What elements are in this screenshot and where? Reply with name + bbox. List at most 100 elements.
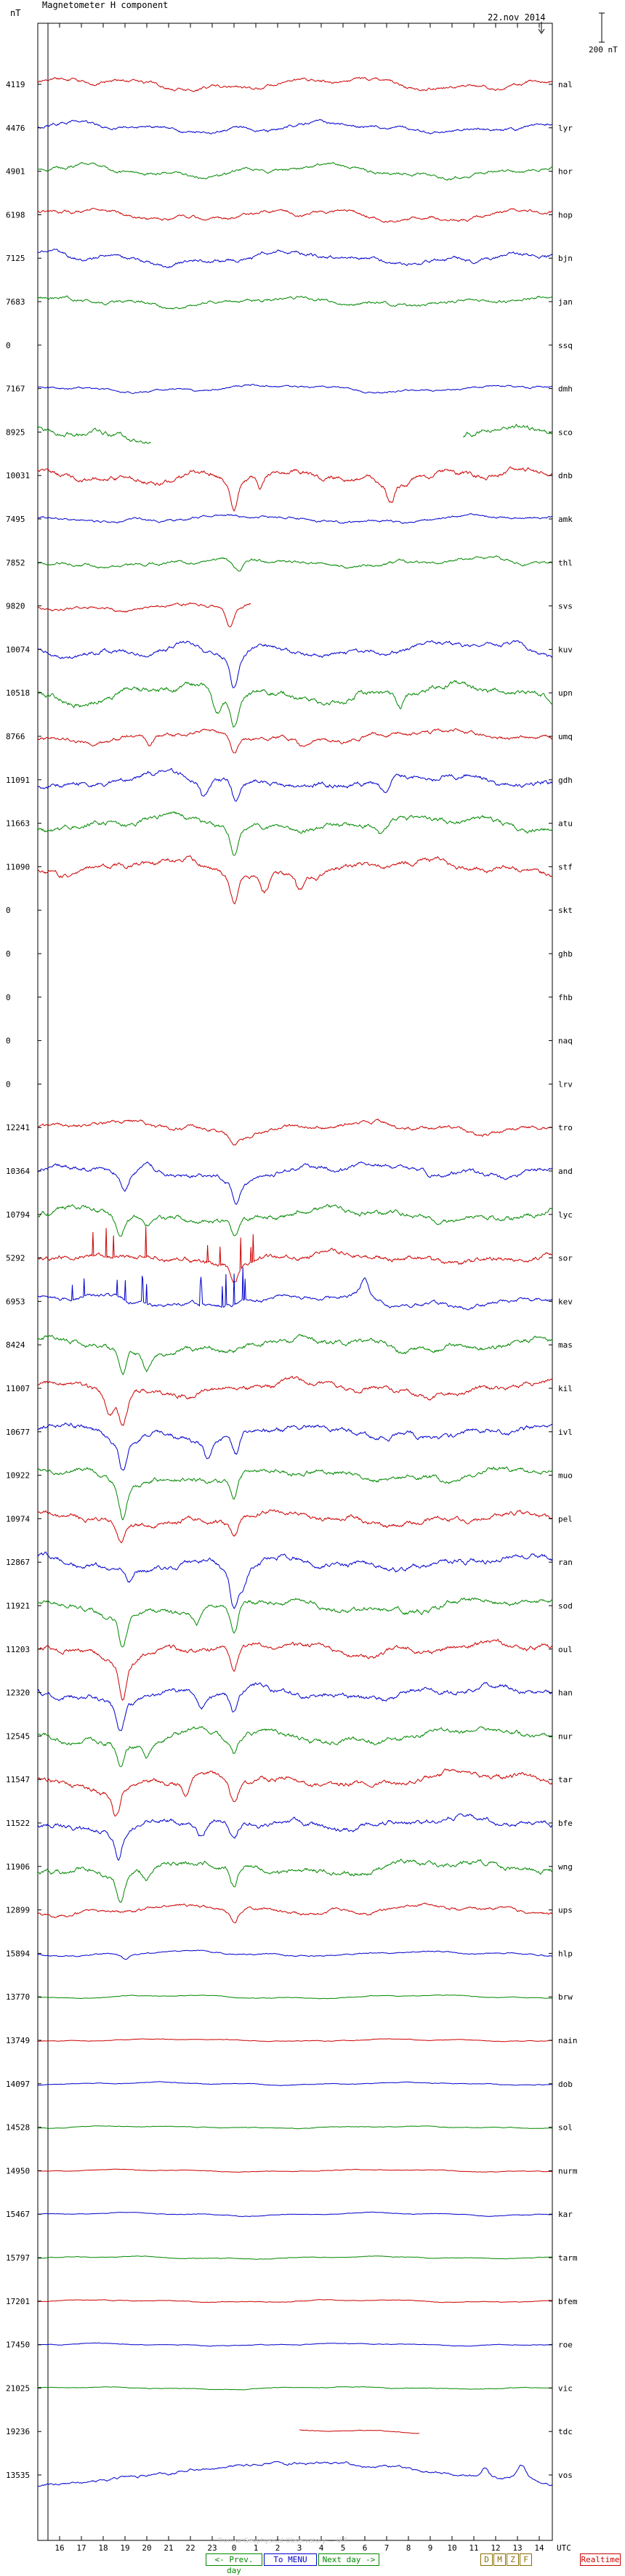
x-tick-label: 4 [319,2543,324,2553]
station-baseline: 10922 [6,1471,30,1481]
station-baseline: 0 [6,1079,11,1089]
format-m-button[interactable]: M [493,2553,506,2566]
station-code: lyc [558,1210,573,1220]
station-trace [37,76,553,92]
station-baseline: 7852 [6,558,25,568]
station-code: atu [558,819,573,829]
plot-border [37,23,553,2541]
station-baseline: 8766 [6,732,25,741]
station-trace [37,1813,553,1861]
format-z-button[interactable]: Z [507,2553,519,2566]
station-trace [37,1902,553,1923]
station-code: tarm [558,2253,578,2263]
station-baseline: 10677 [6,1428,30,1437]
station-baseline: 14528 [6,2123,30,2133]
station-trace [37,640,553,689]
station-trace [299,2429,419,2434]
station-code: kuv [558,645,573,654]
station-trace [37,1551,553,1609]
station-baseline: 11663 [6,819,30,829]
station-baseline: 10031 [6,471,30,480]
station-baseline: 6953 [6,1297,25,1306]
format-d-button[interactable]: D [480,2553,493,2566]
station-baseline: 21025 [6,2383,30,2393]
x-tick-label: 7 [384,2543,390,2553]
menu-button[interactable]: To MENU [264,2553,317,2566]
format-f-button[interactable]: F [520,2553,532,2566]
realtime-button[interactable]: Realtime [580,2553,621,2566]
station-baseline: 8424 [6,1340,25,1350]
station-trace [37,1949,553,1960]
station-code: ran [558,1558,573,1567]
station-code: tro [558,1123,573,1132]
station-baseline: 11547 [6,1775,30,1784]
station-trace [37,1994,553,2000]
x-tick-label: 10 [447,2543,456,2553]
prev-day-button[interactable]: <- Prev. day [206,2553,262,2575]
x-tick-label: 17 [76,2543,86,2553]
station-code: and [558,1167,573,1176]
station-trace [38,1226,553,1283]
station-trace [37,602,251,627]
station-code: bfem [558,2297,578,2306]
station-code: sod [558,1601,573,1611]
station-baseline: 4476 [6,124,25,133]
station-baseline: 19236 [6,2427,30,2436]
station-baseline: 7683 [6,297,25,307]
x-axis-label: UTC [557,2543,571,2553]
x-tick-label: 16 [55,2543,64,2553]
station-baseline: 13770 [6,1992,30,2002]
station-code: ivl [558,1428,573,1437]
station-baseline: 12899 [6,1906,30,1915]
station-baseline: 0 [6,906,11,915]
station-code: ups [558,1906,573,1915]
date-label: 22.nov 2014 [488,12,545,23]
station-code: naq [558,1037,573,1046]
station-trace [37,1267,553,1311]
station-code: sco [558,427,573,437]
station-baseline: 0 [6,1037,11,1046]
station-code: hop [558,210,573,220]
x-tick-label: 3 [297,2543,302,2553]
station-code: ssq [558,341,573,350]
station-trace [37,1768,553,1817]
station-code: wng [558,1862,573,1872]
station-trace [37,2038,552,2042]
station-baseline: 12320 [6,1689,30,1698]
station-code: lrv [558,1079,573,1089]
station-code: upn [558,688,573,698]
station-trace [37,2081,553,2086]
x-tick-label: 0 [232,2543,237,2553]
station-baseline: 14097 [6,2080,30,2089]
station-trace [37,1638,553,1702]
station-code: tar [558,1775,573,1784]
station-baseline: 0 [6,341,11,350]
station-code: tdc [558,2427,573,2436]
station-code: bfe [558,1819,573,1828]
station-code: fhb [558,993,573,1002]
station-baseline: 12241 [6,1123,30,1132]
station-code: bjn [558,254,573,263]
station-code: svs [558,602,573,611]
baseline-labels: 4119 4476 4901 6198 7125 7683 0 7167 8925 10031 74… [6,80,552,2480]
station-trace [37,295,553,310]
x-tick-label: 22 [185,2543,195,2553]
station-baseline: 10974 [6,1514,30,1524]
station-code: nain [558,2036,578,2045]
x-tick-label: 21 [164,2543,173,2553]
station-baseline: 17201 [6,2297,30,2306]
station-baseline: 11007 [6,1384,30,1393]
station-baseline: 6198 [6,210,25,220]
x-axis-ticks: 16 17 18 19 20 21 22 23 0 1 2 3 4 5 6 7 8 9 10 11 12 13 14 UTC [55,23,571,2553]
plot-frame [37,23,553,2541]
x-tick-label: 18 [98,2543,108,2553]
scale-label: 200 nT [589,45,618,55]
station-code: oul [558,1645,573,1654]
station-code: jan [558,297,573,307]
next-day-button[interactable]: Next day -> [318,2553,379,2566]
station-baseline: 11203 [6,1645,30,1654]
station-baseline: 11091 [6,776,30,785]
station-trace [37,207,553,223]
station-trace [37,2125,553,2130]
station-trace [37,855,553,905]
